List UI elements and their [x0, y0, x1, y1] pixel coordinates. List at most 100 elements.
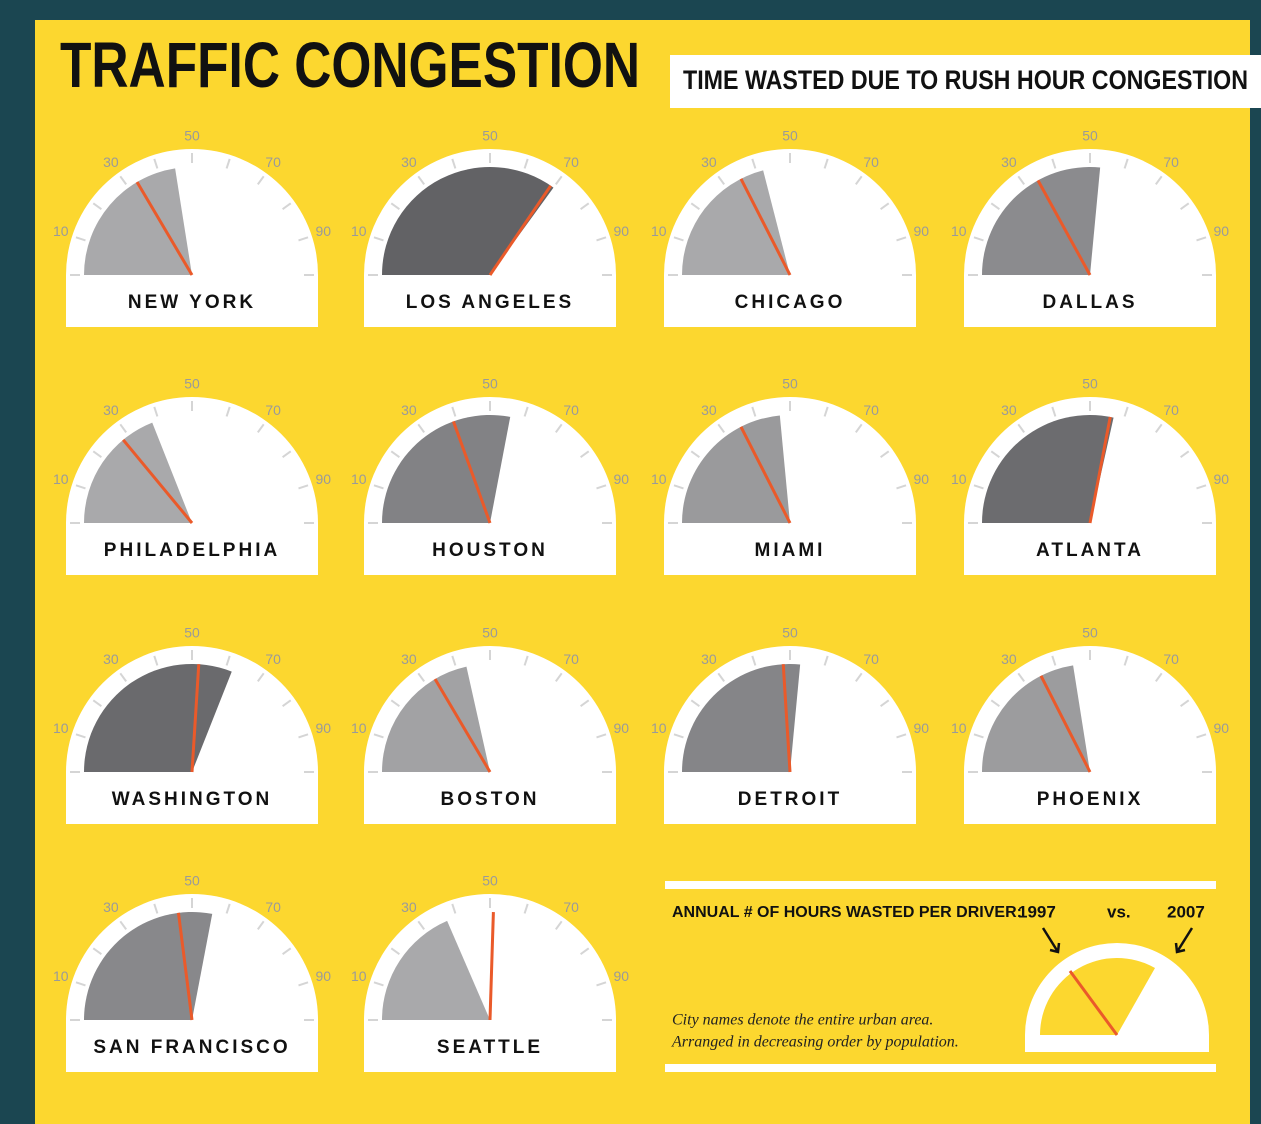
gauge: 10 30 50 70 90 LOS ANGELES	[351, 128, 629, 327]
tick-mark	[717, 175, 725, 185]
tick-mark	[390, 202, 400, 210]
tick-label: 50	[482, 625, 498, 641]
tick-label: 10	[351, 223, 367, 239]
tick-mark	[1196, 236, 1207, 242]
city-label: DALLAS	[1042, 292, 1137, 313]
gauge: 10 30 50 70 90 PHILADELPHIA	[53, 376, 331, 575]
tick-label: 10	[53, 968, 69, 984]
tick-label: 50	[184, 376, 200, 392]
tick-label: 70	[563, 154, 579, 170]
tick-mark	[751, 406, 757, 417]
tick-label: 70	[265, 154, 281, 170]
tick-mark	[990, 450, 1000, 458]
tick-mark	[257, 423, 265, 433]
subtitle-box	[670, 55, 1261, 108]
needle	[190, 664, 201, 773]
tick-mark	[75, 733, 86, 739]
tick-label: 50	[782, 625, 798, 641]
tick-label: 10	[651, 720, 667, 736]
gauge: 10 30 50 70 90 DETROIT	[651, 625, 929, 824]
wedge	[84, 912, 213, 1020]
tick-mark	[580, 699, 590, 707]
gauge: 10 30 50 70 90 WASHINGTON	[53, 625, 331, 824]
tick-mark	[855, 423, 863, 433]
tick-mark	[373, 733, 384, 739]
tick-mark	[282, 947, 292, 955]
tick-mark	[1155, 672, 1163, 682]
tick-label: 10	[351, 720, 367, 736]
legend-gauge-needle	[1068, 970, 1119, 1036]
tick-mark	[523, 655, 529, 666]
tick-mark	[1123, 406, 1129, 417]
tick-mark	[690, 450, 700, 458]
tick-mark	[417, 423, 425, 433]
tick-label: 70	[265, 899, 281, 915]
wedge	[682, 170, 790, 275]
needle	[452, 420, 492, 524]
tick-label: 10	[951, 720, 967, 736]
tick-mark	[225, 655, 231, 666]
tick-mark	[880, 699, 890, 707]
tick-label: 10	[351, 968, 367, 984]
tick-label: 30	[1001, 154, 1017, 170]
tick-mark	[1155, 423, 1163, 433]
tick-mark	[880, 450, 890, 458]
tick-mark	[990, 202, 1000, 210]
tick-mark	[92, 202, 102, 210]
tick-mark	[973, 733, 984, 739]
gauge: 10 30 50 70 90 SAN FRANCISCO	[53, 873, 331, 1072]
tick-mark	[92, 947, 102, 955]
tick-mark	[282, 699, 292, 707]
needle	[781, 664, 792, 773]
tick-mark	[153, 406, 159, 417]
legend-separator: vs.	[1107, 902, 1131, 921]
tick-label: 30	[1001, 651, 1017, 667]
tick-mark	[298, 236, 309, 242]
tick-label: 70	[563, 651, 579, 667]
tick-label: 50	[782, 128, 798, 144]
tick-mark	[555, 175, 563, 185]
tick-label: 30	[401, 899, 417, 915]
tick-mark	[373, 236, 384, 242]
tick-mark	[1017, 672, 1025, 682]
gauge: 10 30 50 70 90 NEW YORK	[53, 128, 331, 327]
tick-mark	[673, 733, 684, 739]
needle	[1036, 179, 1092, 276]
tick-label: 10	[351, 471, 367, 487]
wedge	[682, 415, 790, 523]
tick-label: 10	[53, 471, 69, 487]
tick-mark	[1123, 655, 1129, 666]
tick-label: 90	[913, 720, 929, 736]
needle	[135, 181, 194, 276]
chart-title: TRAFFIC CONGESTION	[60, 29, 640, 101]
gauge: 10 30 50 70 90 BOSTON	[351, 625, 629, 824]
tick-label: 30	[401, 154, 417, 170]
tick-mark	[855, 175, 863, 185]
tick-label: 90	[613, 471, 629, 487]
city-label: PHILADELPHIA	[104, 540, 280, 561]
tick-mark	[523, 903, 529, 914]
tick-label: 50	[1082, 376, 1098, 392]
tick-mark	[596, 733, 607, 739]
tick-label: 90	[315, 471, 331, 487]
tick-label: 50	[482, 128, 498, 144]
tick-mark	[673, 484, 684, 490]
tick-mark	[373, 484, 384, 490]
tick-label: 70	[863, 651, 879, 667]
tick-mark	[1196, 484, 1207, 490]
city-label: SEATTLE	[437, 1037, 543, 1058]
tick-label: 70	[265, 402, 281, 418]
city-label: CHICAGO	[735, 292, 846, 313]
tick-label: 10	[651, 223, 667, 239]
gauge: 10 30 50 70 90 HOUSTON	[351, 376, 629, 575]
needle	[176, 912, 194, 1021]
tick-label: 90	[613, 720, 629, 736]
tick-mark	[119, 672, 127, 682]
legend-entry: 1997	[1018, 902, 1056, 921]
needle	[433, 678, 492, 773]
tick-mark	[417, 920, 425, 930]
tick-mark	[1123, 158, 1129, 169]
tick-label: 10	[951, 471, 967, 487]
tick-label: 90	[613, 223, 629, 239]
